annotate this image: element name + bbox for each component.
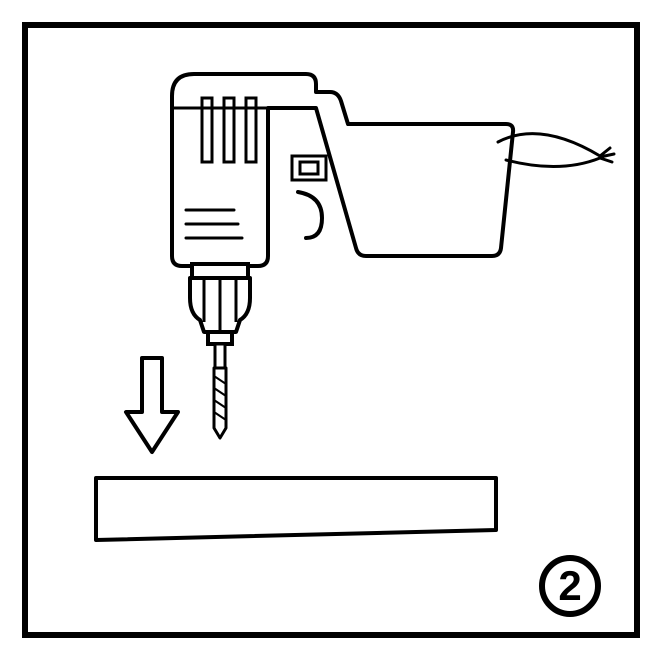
step-number-badge: 2: [539, 555, 601, 617]
diagram-frame: [22, 22, 640, 638]
step-number-label: 2: [558, 562, 581, 610]
